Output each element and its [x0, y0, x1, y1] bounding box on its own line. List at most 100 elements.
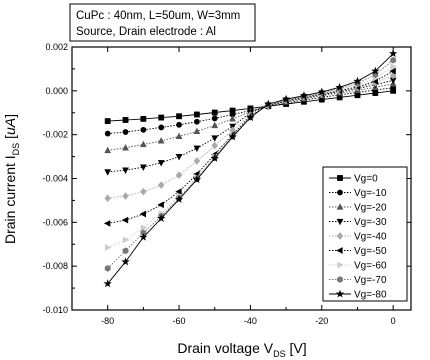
data-point: [104, 118, 111, 124]
data-point: [193, 111, 200, 118]
data-point: [104, 169, 112, 176]
axis-ticks: -80 -60 -40 -20 0 0.002 0.000 -0.002 -0.004 -0.00…: [42, 42, 411, 326]
x-tick-label: 0: [391, 316, 396, 326]
legend-marker: [337, 276, 343, 283]
data-point: [211, 121, 219, 129]
data-point: [140, 187, 147, 196]
info-line-1: CuPc : 40nm, L=50um, W=3mm: [76, 10, 240, 22]
data-point: [122, 144, 129, 151]
legend-label: Vg=-50: [354, 246, 387, 257]
data-point: [157, 160, 165, 167]
data-point: [211, 141, 218, 150]
data-point: [140, 224, 148, 232]
data-point: [211, 115, 218, 122]
y-axis-title-unit: uA: [2, 118, 18, 135]
data-point: [353, 76, 362, 85]
data-point: [175, 188, 182, 196]
legend-label: Vg=-60: [354, 261, 387, 272]
x-axis-title-unit: [V]: [286, 340, 307, 356]
data-point: [193, 127, 201, 135]
data-point: [122, 236, 130, 244]
data-point: [121, 257, 130, 266]
data-point: [193, 157, 201, 165]
data-point: [158, 114, 165, 121]
data-point: [103, 220, 111, 227]
data-point: [175, 153, 183, 161]
data-point: [299, 91, 309, 100]
legend-label: Vg=0: [354, 174, 378, 185]
legend-label: Vg=-10: [354, 188, 387, 199]
data-point: [281, 94, 291, 103]
data-point: [122, 247, 129, 255]
legend-marker: [336, 247, 343, 254]
data-point: [140, 126, 147, 133]
data-point: [157, 181, 165, 189]
y-tick-label: -0.006: [42, 217, 68, 227]
data-point: [228, 132, 237, 141]
data-point: [140, 140, 147, 148]
y-tick-label: -0.010: [42, 305, 68, 315]
data-point: [104, 194, 111, 203]
data-point: [140, 164, 147, 171]
data-point: [157, 201, 164, 209]
x-tick-label: -40: [244, 316, 257, 326]
data-point: [317, 87, 326, 96]
data-point: [157, 137, 165, 144]
data-point: [390, 56, 397, 64]
x-tick-label: -20: [315, 316, 328, 326]
data-point: [175, 171, 183, 180]
y-tick-label: -0.008: [42, 261, 68, 271]
legend-marker: [337, 261, 344, 269]
data-point: [246, 113, 255, 122]
data-point: [390, 63, 397, 71]
data-point: [229, 115, 236, 122]
data-point: [193, 118, 200, 125]
data-point: [388, 49, 398, 58]
legend-marker: [335, 289, 345, 298]
legend-label: Vg=-80: [354, 290, 387, 301]
data-point: [211, 109, 218, 116]
data-point: [122, 167, 129, 174]
y-tick-label: 0.002: [45, 42, 68, 52]
data-point: [121, 216, 129, 224]
info-line-2: Source, Drain electrode : Al: [76, 26, 216, 38]
data-point: [139, 232, 148, 241]
info-box: CuPc : 40nm, L=50um, W=3mm Source, Drain…: [69, 3, 256, 42]
data-point: [122, 192, 129, 200]
data-point: [335, 82, 344, 91]
data-point: [104, 146, 112, 154]
data-point: [174, 194, 184, 203]
y-axis-title: Drain current IDS [uA]: [2, 114, 21, 244]
legend: Vg=0 Vg=-10 Vg=-20 Vg=-30 Vg=-40 Vg=-50 Vg=-60…: [322, 166, 408, 302]
y-axis-title-unit-close: ]: [2, 114, 18, 118]
data-point: [210, 153, 219, 162]
legend-frame: [322, 166, 408, 302]
legend-label: Vg=-30: [354, 217, 387, 228]
data-point: [104, 130, 111, 137]
x-axis-title: Drain voltage VDS [V]: [177, 340, 306, 359]
data-point: [264, 99, 273, 108]
x-axis-title-main: Drain voltage V: [177, 340, 273, 356]
legend-label: Vg=-70: [354, 275, 387, 286]
data-point: [122, 129, 129, 135]
series-9: [103, 49, 398, 288]
x-axis-title-sub: DS: [273, 349, 286, 359]
y-axis-title-unit-open: [: [2, 135, 18, 143]
legend-label: Vg=-20: [354, 203, 387, 214]
info-box-frame: [69, 3, 256, 42]
y-tick-label: -0.004: [42, 174, 68, 184]
y-axis-title-main: Drain current I: [2, 155, 18, 244]
y-tick-label: -0.002: [42, 130, 68, 140]
data-point: [175, 132, 183, 140]
legend-marker: [336, 218, 344, 226]
x-tick-label: -80: [101, 316, 114, 326]
data-point: [192, 175, 202, 184]
legend-marker: [337, 189, 343, 196]
series-4: [104, 77, 397, 176]
data-point: [371, 66, 380, 75]
x-tick-label: -60: [173, 316, 186, 326]
data-point: [103, 279, 112, 288]
legend-marker: [336, 232, 344, 240]
legend-marker: [336, 203, 344, 210]
